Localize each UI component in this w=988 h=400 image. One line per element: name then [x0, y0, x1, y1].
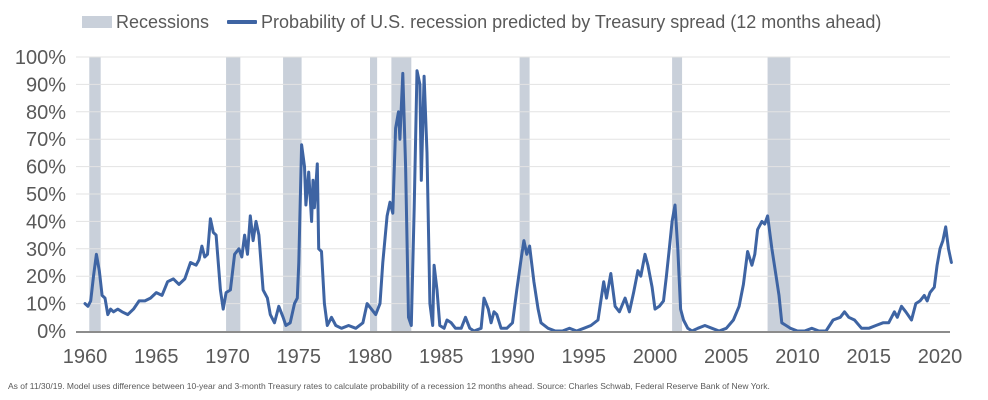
x-tick-label: 2020: [918, 346, 963, 368]
series-swatch: [227, 20, 258, 24]
legend-item-recessions: Recessions: [82, 12, 209, 33]
x-tick-label: 1990: [490, 346, 535, 368]
y-tick-label: 50%: [26, 184, 66, 206]
x-tick-label: 1970: [205, 346, 250, 368]
chart-legend: Recessions Probability of U.S. recession…: [82, 10, 899, 34]
legend-item-probability: Probability of U.S. recession predicted …: [227, 12, 881, 33]
x-tick-label: 1965: [134, 346, 179, 368]
y-tick-label: 10%: [26, 294, 66, 316]
x-tick-label: 1985: [419, 346, 464, 368]
series-line-probability: [83, 69, 953, 333]
footnote: As of 11/30/19. Model uses difference be…: [8, 381, 770, 391]
x-tick-label: 2005: [704, 346, 749, 368]
y-tick-label: 100%: [15, 47, 66, 69]
legend-label-probability: Probability of U.S. recession predicted …: [261, 11, 882, 32]
x-tick-label: 1980: [348, 346, 393, 368]
y-tick-label: 90%: [26, 74, 66, 96]
x-tick-label: 2010: [775, 346, 820, 368]
y-tick-label: 40%: [26, 211, 66, 233]
x-tick-label: 2000: [633, 346, 678, 368]
x-tick-label: 1960: [63, 346, 108, 368]
y-tick-label: 70%: [26, 129, 66, 151]
gridlines: [76, 56, 950, 305]
y-tick-label: 60%: [26, 157, 66, 179]
recession-swatch: [82, 16, 112, 28]
legend-label-recessions: Recessions: [116, 11, 210, 32]
y-axis-ticks: 0% 10% 20% 30% 40% 50% 60% 70% 80% 90% 100%: [15, 47, 66, 343]
x-tick-label: 1975: [277, 346, 322, 368]
y-tick-label: 20%: [26, 266, 66, 288]
x-axis-ticks: 1960 1965 1970 1975 1980 1985 1990 1995 2000 2005…: [63, 346, 963, 368]
y-tick-label: 30%: [26, 239, 66, 261]
x-tick-label: 2015: [847, 346, 892, 368]
y-tick-label: 0%: [37, 321, 66, 343]
series-lines: [83, 69, 953, 333]
x-tick-label: 1995: [562, 346, 607, 368]
y-tick-label: 80%: [26, 102, 66, 124]
